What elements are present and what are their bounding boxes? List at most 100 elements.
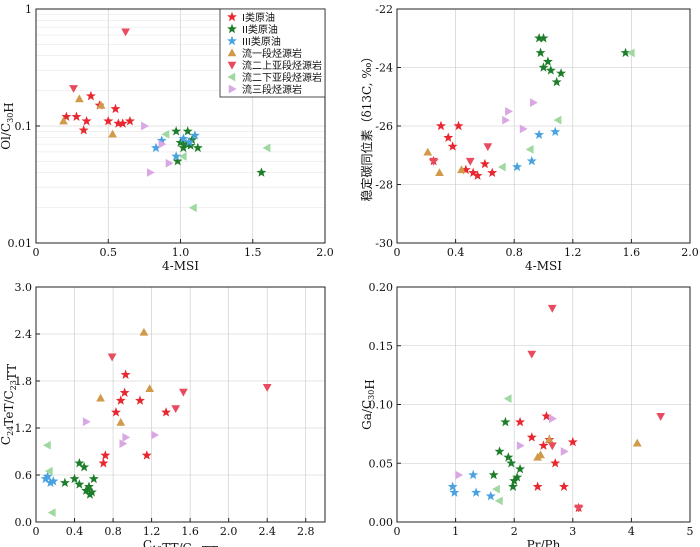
data-point-II_oil [515,463,526,474]
plot-frame [35,286,326,523]
data-point-seg2_lower [161,129,170,139]
y-axis-label: C24TeT/C23TT [0,364,19,445]
series-seg3 [502,98,538,134]
legend-label-seg3: 流三段烃源岩 [242,83,302,96]
legend-label-seg2_lower: 流二下亚段烃源岩 [242,71,322,84]
data-point-seg3 [549,414,557,423]
data-point-I_oil [100,450,111,460]
data-point-seg3 [516,441,525,450]
data-point-I_oil [119,387,130,397]
data-point-seg2_lower [494,496,503,506]
y-tick-label: -22 [375,3,393,16]
series-II_oil [534,33,631,87]
data-point-I_oil [85,90,96,101]
series-seg1 [533,435,642,461]
data-point-II_oil [192,142,203,153]
data-point-I_oil [103,115,114,126]
data-point-I_oil [447,141,458,151]
y-tick-label: 0.00 [369,516,394,529]
series-seg2_lower [492,394,512,506]
y-tick-label: 0.1 [15,120,33,133]
series-seg1 [423,147,466,177]
data-point-II_oil [84,481,94,491]
data-point-I_oil [468,167,479,178]
data-point-I_oil [61,111,72,121]
data-point-I_oil [538,440,549,450]
legend-marker-seg1 [227,48,237,57]
data-point-II_oil [488,469,499,480]
x-tick-label: 4 [628,525,635,538]
data-point-I_oil [71,111,82,121]
x-tick-label: 1.5 [244,246,262,259]
data-point-II_oil [534,33,545,43]
x-tick-label: 0.8 [104,525,122,538]
data-point-I_oil [110,103,121,114]
y-axis-label: 稳定碳同位素（δ13C, ‰） [359,51,374,202]
data-point-seg1 [536,450,545,459]
data-point-seg3 [82,417,91,427]
data-point-seg1 [108,129,117,138]
series-seg1 [96,327,155,426]
x-axis-label: 4-MSI [525,259,562,273]
data-point-II_oil [74,479,85,489]
series-seg2_lower [161,129,271,213]
x-tick-label: 0 [33,246,40,259]
y-tick-label: 1 [25,3,32,16]
data-point-seg2_upper [527,350,537,359]
data-point-I_oil [78,125,89,135]
data-point-II_oil [172,156,183,166]
data-point-seg1 [632,438,642,447]
x-tick-label: 1.0 [172,246,190,259]
x-tick-label: 2.8 [297,525,315,538]
data-point-II_oil [512,472,523,482]
data-point-II_oil [503,452,514,462]
data-point-III_oil [156,135,167,145]
data-point-seg2_lower [44,466,53,476]
series-seg2_lower [42,440,56,517]
data-point-seg2_upper [483,143,493,152]
data-point-III_oil [150,142,161,153]
data-point-II_oil [59,477,70,488]
data-point-seg1 [139,327,149,336]
data-point-I_oil [487,167,498,178]
data-point-seg1 [544,435,554,443]
data-point-seg3 [502,115,511,125]
series-seg2_upper [107,353,272,414]
x-tick-label: 2.0 [681,246,699,259]
data-point-II_oil [178,142,189,153]
data-point-II_oil [542,56,553,66]
series-II_oil [171,126,267,177]
series-I_oil [61,90,135,135]
data-point-seg3 [151,430,160,440]
data-point-III_oil [178,133,189,143]
data-point-seg2_lower [42,440,51,450]
data-point-II_oil [86,487,97,497]
data-point-I_oil [81,115,92,126]
data-point-seg2_upper [171,405,181,414]
plot-frame [396,8,691,244]
data-point-seg1 [59,116,68,125]
x-tick-label: 5 [687,525,694,538]
data-point-I_oil [453,120,464,131]
data-point-I_oil [98,458,109,468]
data-point-II_oil [556,68,567,78]
data-point-II_oil [508,481,518,491]
x-tick-label: 1.6 [181,525,199,538]
data-point-I_oil [120,369,131,379]
y-tick-label: 1.2 [15,422,33,435]
data-point-seg1 [116,417,126,426]
data-point-seg1 [74,94,84,103]
x-tick-label: 2.0 [316,246,334,259]
data-point-seg3 [530,98,538,107]
x-tick-label: 1.2 [564,246,582,259]
data-point-I_oil [460,164,471,175]
series-I_oil [515,411,584,513]
data-point-seg2_upper [547,442,557,451]
x-tick-label: 1 [452,525,459,538]
data-point-seg1 [457,165,466,174]
legend: I类原油II类原油III类原油流一段烃源岩流二上亚段烃源岩流二下亚段烃源岩流三段… [219,8,326,98]
data-point-seg2_lower [262,143,271,153]
data-point-III_oil [190,130,200,140]
data-point-III_oil [184,136,195,147]
x-tick-label: 0.5 [100,246,118,259]
